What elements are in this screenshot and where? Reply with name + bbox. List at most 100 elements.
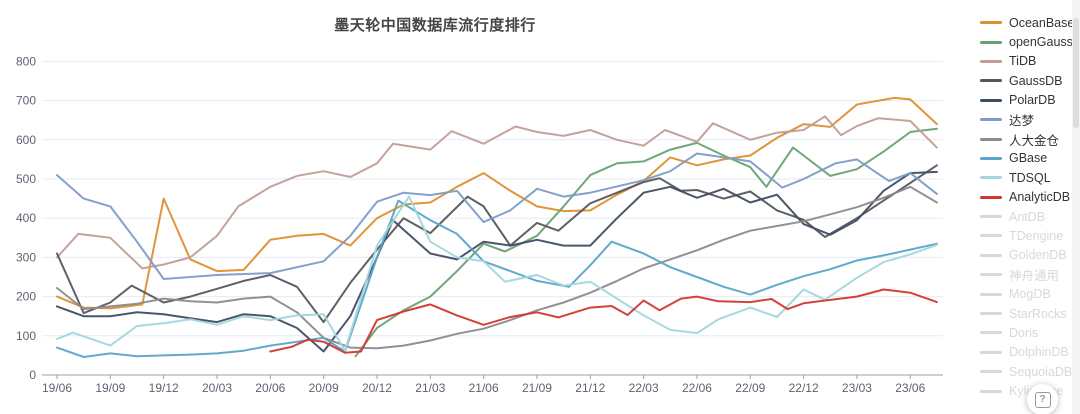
help-button[interactable]: ? [1027, 384, 1058, 414]
svg-text:22/03: 22/03 [629, 381, 659, 395]
legend-line-swatch [980, 370, 1002, 374]
legend-line-swatch [980, 156, 1002, 160]
svg-text:21/06: 21/06 [469, 381, 499, 395]
legend-label: TiDB [1009, 54, 1037, 69]
legend-item-OceanBase[interactable]: OceanBase [980, 13, 1080, 32]
svg-text:800: 800 [16, 54, 36, 68]
legend-label: PolarDB [1009, 93, 1056, 108]
svg-text:19/06: 19/06 [42, 381, 72, 395]
legend-line-swatch [980, 312, 1002, 316]
legend-label: GaussDB [1009, 73, 1063, 88]
legend-label: 人大金仓 [1009, 133, 1060, 148]
legend-item-TiDB[interactable]: TiDB [980, 52, 1080, 71]
svg-text:23/06: 23/06 [895, 381, 925, 395]
svg-text:600: 600 [16, 133, 36, 147]
legend-line-swatch [980, 389, 1002, 393]
svg-text:400: 400 [16, 211, 36, 225]
svg-text:22/09: 22/09 [735, 381, 765, 395]
scrollbar-thumb[interactable] [1073, 18, 1079, 128]
legend-line-swatch [980, 292, 1002, 296]
legend-label: openGauss [1009, 35, 1073, 50]
legend-item-TDSQL[interactable]: TDSQL [980, 168, 1080, 187]
legend-line-swatch [980, 215, 1002, 219]
svg-text:20/06: 20/06 [255, 381, 285, 395]
legend-item-GaussDB[interactable]: GaussDB [980, 71, 1080, 90]
question-mark-icon: ? [1034, 391, 1051, 408]
svg-text:21/09: 21/09 [522, 381, 552, 395]
legend-line-swatch [980, 273, 1002, 277]
svg-text:20/09: 20/09 [309, 381, 339, 395]
svg-text:23/03: 23/03 [842, 381, 872, 395]
legend-line-swatch [980, 98, 1002, 102]
legend-item-PolarDB[interactable]: PolarDB [980, 91, 1080, 110]
legend-label: AnalyticDB [1009, 190, 1071, 205]
svg-text:22/06: 22/06 [682, 381, 712, 395]
svg-text:19/12: 19/12 [149, 381, 179, 395]
legend-line-swatch [980, 137, 1002, 141]
legend-label: 神舟通用 [1009, 269, 1060, 284]
legend-item-AnalyticDB[interactable]: AnalyticDB [980, 188, 1080, 207]
legend-line-swatch [980, 195, 1002, 199]
legend-label: MogDB [1009, 287, 1051, 302]
vertical-scrollbar[interactable] [1072, 0, 1080, 414]
legend: OceanBase openGauss TiDB GaussDB PolarDB 达梦人大… [980, 13, 1080, 401]
legend-item-DolphinDB[interactable]: DolphinDB [980, 343, 1080, 362]
chart-title: 墨天轮中国数据库流行度排行 [334, 17, 536, 34]
legend-item-StarRocks[interactable]: StarRocks [980, 304, 1080, 323]
chart-series [56, 96, 938, 358]
series-line-人大金仓 [56, 185, 938, 350]
legend-line-swatch [980, 79, 1002, 83]
svg-text:22/12: 22/12 [789, 381, 819, 395]
svg-text:500: 500 [16, 172, 36, 186]
series-line-达梦 [56, 152, 938, 280]
legend-label: StarRocks [1009, 306, 1067, 321]
legend-label: Doris [1009, 325, 1039, 340]
legend-item-MogDB[interactable]: MogDB [980, 284, 1080, 303]
legend-label: TDengine [1009, 228, 1064, 243]
svg-text:0: 0 [29, 368, 36, 382]
legend-line-swatch [980, 176, 1002, 180]
series-line-GBase [56, 199, 938, 358]
svg-text:19/09: 19/09 [95, 381, 125, 395]
legend-item-Doris[interactable]: Doris [980, 323, 1080, 342]
series-line-AnalyticDB [269, 288, 938, 354]
legend-line-swatch [980, 118, 1002, 122]
series-line-TDSQL [56, 195, 938, 352]
legend-line-swatch [980, 59, 1002, 63]
svg-text:700: 700 [16, 94, 36, 108]
legend-label: GBase [1009, 151, 1048, 166]
series-line-TiDB [56, 115, 938, 270]
legend-item-神舟通用[interactable]: 神舟通用 [980, 265, 1080, 284]
legend-label: DolphinDB [1009, 345, 1069, 360]
legend-label: 达梦 [1009, 114, 1035, 129]
legend-line-swatch [980, 253, 1002, 257]
legend-line-swatch [980, 40, 1002, 44]
legend-label: SequoiaDB [1009, 364, 1073, 379]
svg-text:21/03: 21/03 [415, 381, 445, 395]
legend-item-人大金仓[interactable]: 人大金仓 [980, 129, 1080, 148]
series-line-PolarDB [56, 170, 938, 353]
svg-text:200: 200 [16, 290, 36, 304]
legend-line-swatch [980, 350, 1002, 354]
legend-item-GBase[interactable]: GBase [980, 149, 1080, 168]
gridlines [42, 60, 943, 337]
legend-item-TDengine[interactable]: TDengine [980, 226, 1080, 245]
svg-text:100: 100 [16, 329, 36, 343]
svg-text:20/12: 20/12 [362, 381, 392, 395]
legend-line-swatch [980, 21, 1002, 25]
legend-label: TDSQL [1009, 170, 1051, 185]
legend-item-SequoiaDB[interactable]: SequoiaDB [980, 362, 1080, 381]
legend-label: OceanBase [1009, 15, 1075, 30]
svg-text:21/12: 21/12 [575, 381, 605, 395]
svg-text:300: 300 [16, 250, 36, 264]
legend-item-达梦[interactable]: 达梦 [980, 110, 1080, 129]
legend-item-GoldenDB[interactable]: GoldenDB [980, 246, 1080, 265]
legend-item-AntDB[interactable]: AntDB [980, 207, 1080, 226]
svg-text:20/03: 20/03 [202, 381, 232, 395]
legend-line-swatch [980, 331, 1002, 335]
legend-line-swatch [980, 234, 1002, 238]
legend-item-openGauss[interactable]: openGauss [980, 32, 1080, 51]
series-line-openGauss [354, 127, 938, 358]
